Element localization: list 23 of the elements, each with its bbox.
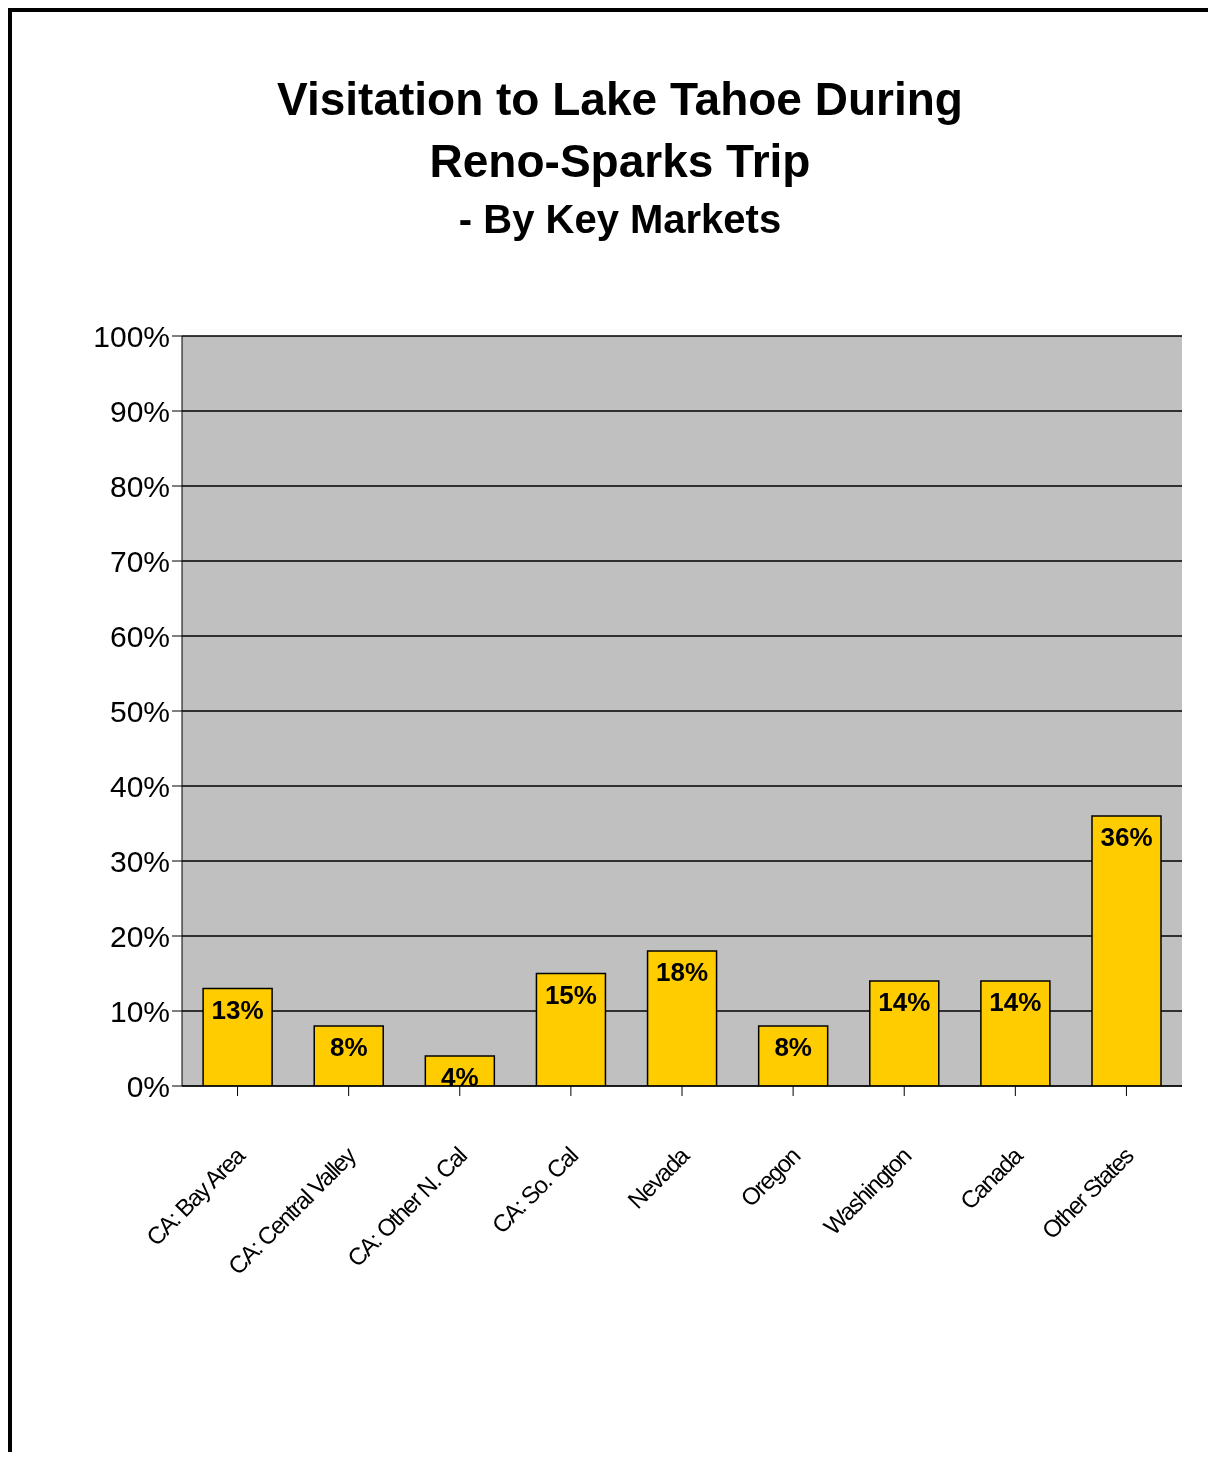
chart-title: Visitation to Lake Tahoe During Reno-Sparks Trip — [276, 72, 964, 189]
y-tick-label: 70% — [109, 544, 170, 578]
data-label: 15% — [544, 979, 597, 1010]
data-label: 14% — [989, 987, 1042, 1017]
data-label: 18% — [656, 957, 709, 987]
data-label: 14% — [878, 987, 931, 1017]
data-label: 8% — [774, 1032, 812, 1062]
y-tick-label: 20% — [109, 919, 170, 953]
data-label: 13% — [211, 994, 264, 1025]
y-tick-label: 80% — [109, 469, 170, 503]
y-tick-label: 40% — [109, 769, 170, 803]
y-tick-label: 50% — [109, 694, 170, 728]
y-tick-label: 60% — [109, 619, 170, 653]
y-tick-label: 100% — [93, 319, 170, 353]
y-tick-label: 10% — [109, 994, 170, 1028]
y-tick-label: 30% — [109, 844, 170, 878]
chart-subtitle: - By Key Markets — [457, 196, 783, 243]
x-tick-label: CA: So. Cal — [486, 1142, 583, 1239]
y-tick-label: 0% — [126, 1069, 170, 1103]
data-label: 8% — [329, 1032, 368, 1062]
data-label: 4% — [441, 1062, 479, 1092]
data-label: 36% — [1100, 822, 1153, 852]
y-tick-label: 90% — [109, 394, 170, 428]
